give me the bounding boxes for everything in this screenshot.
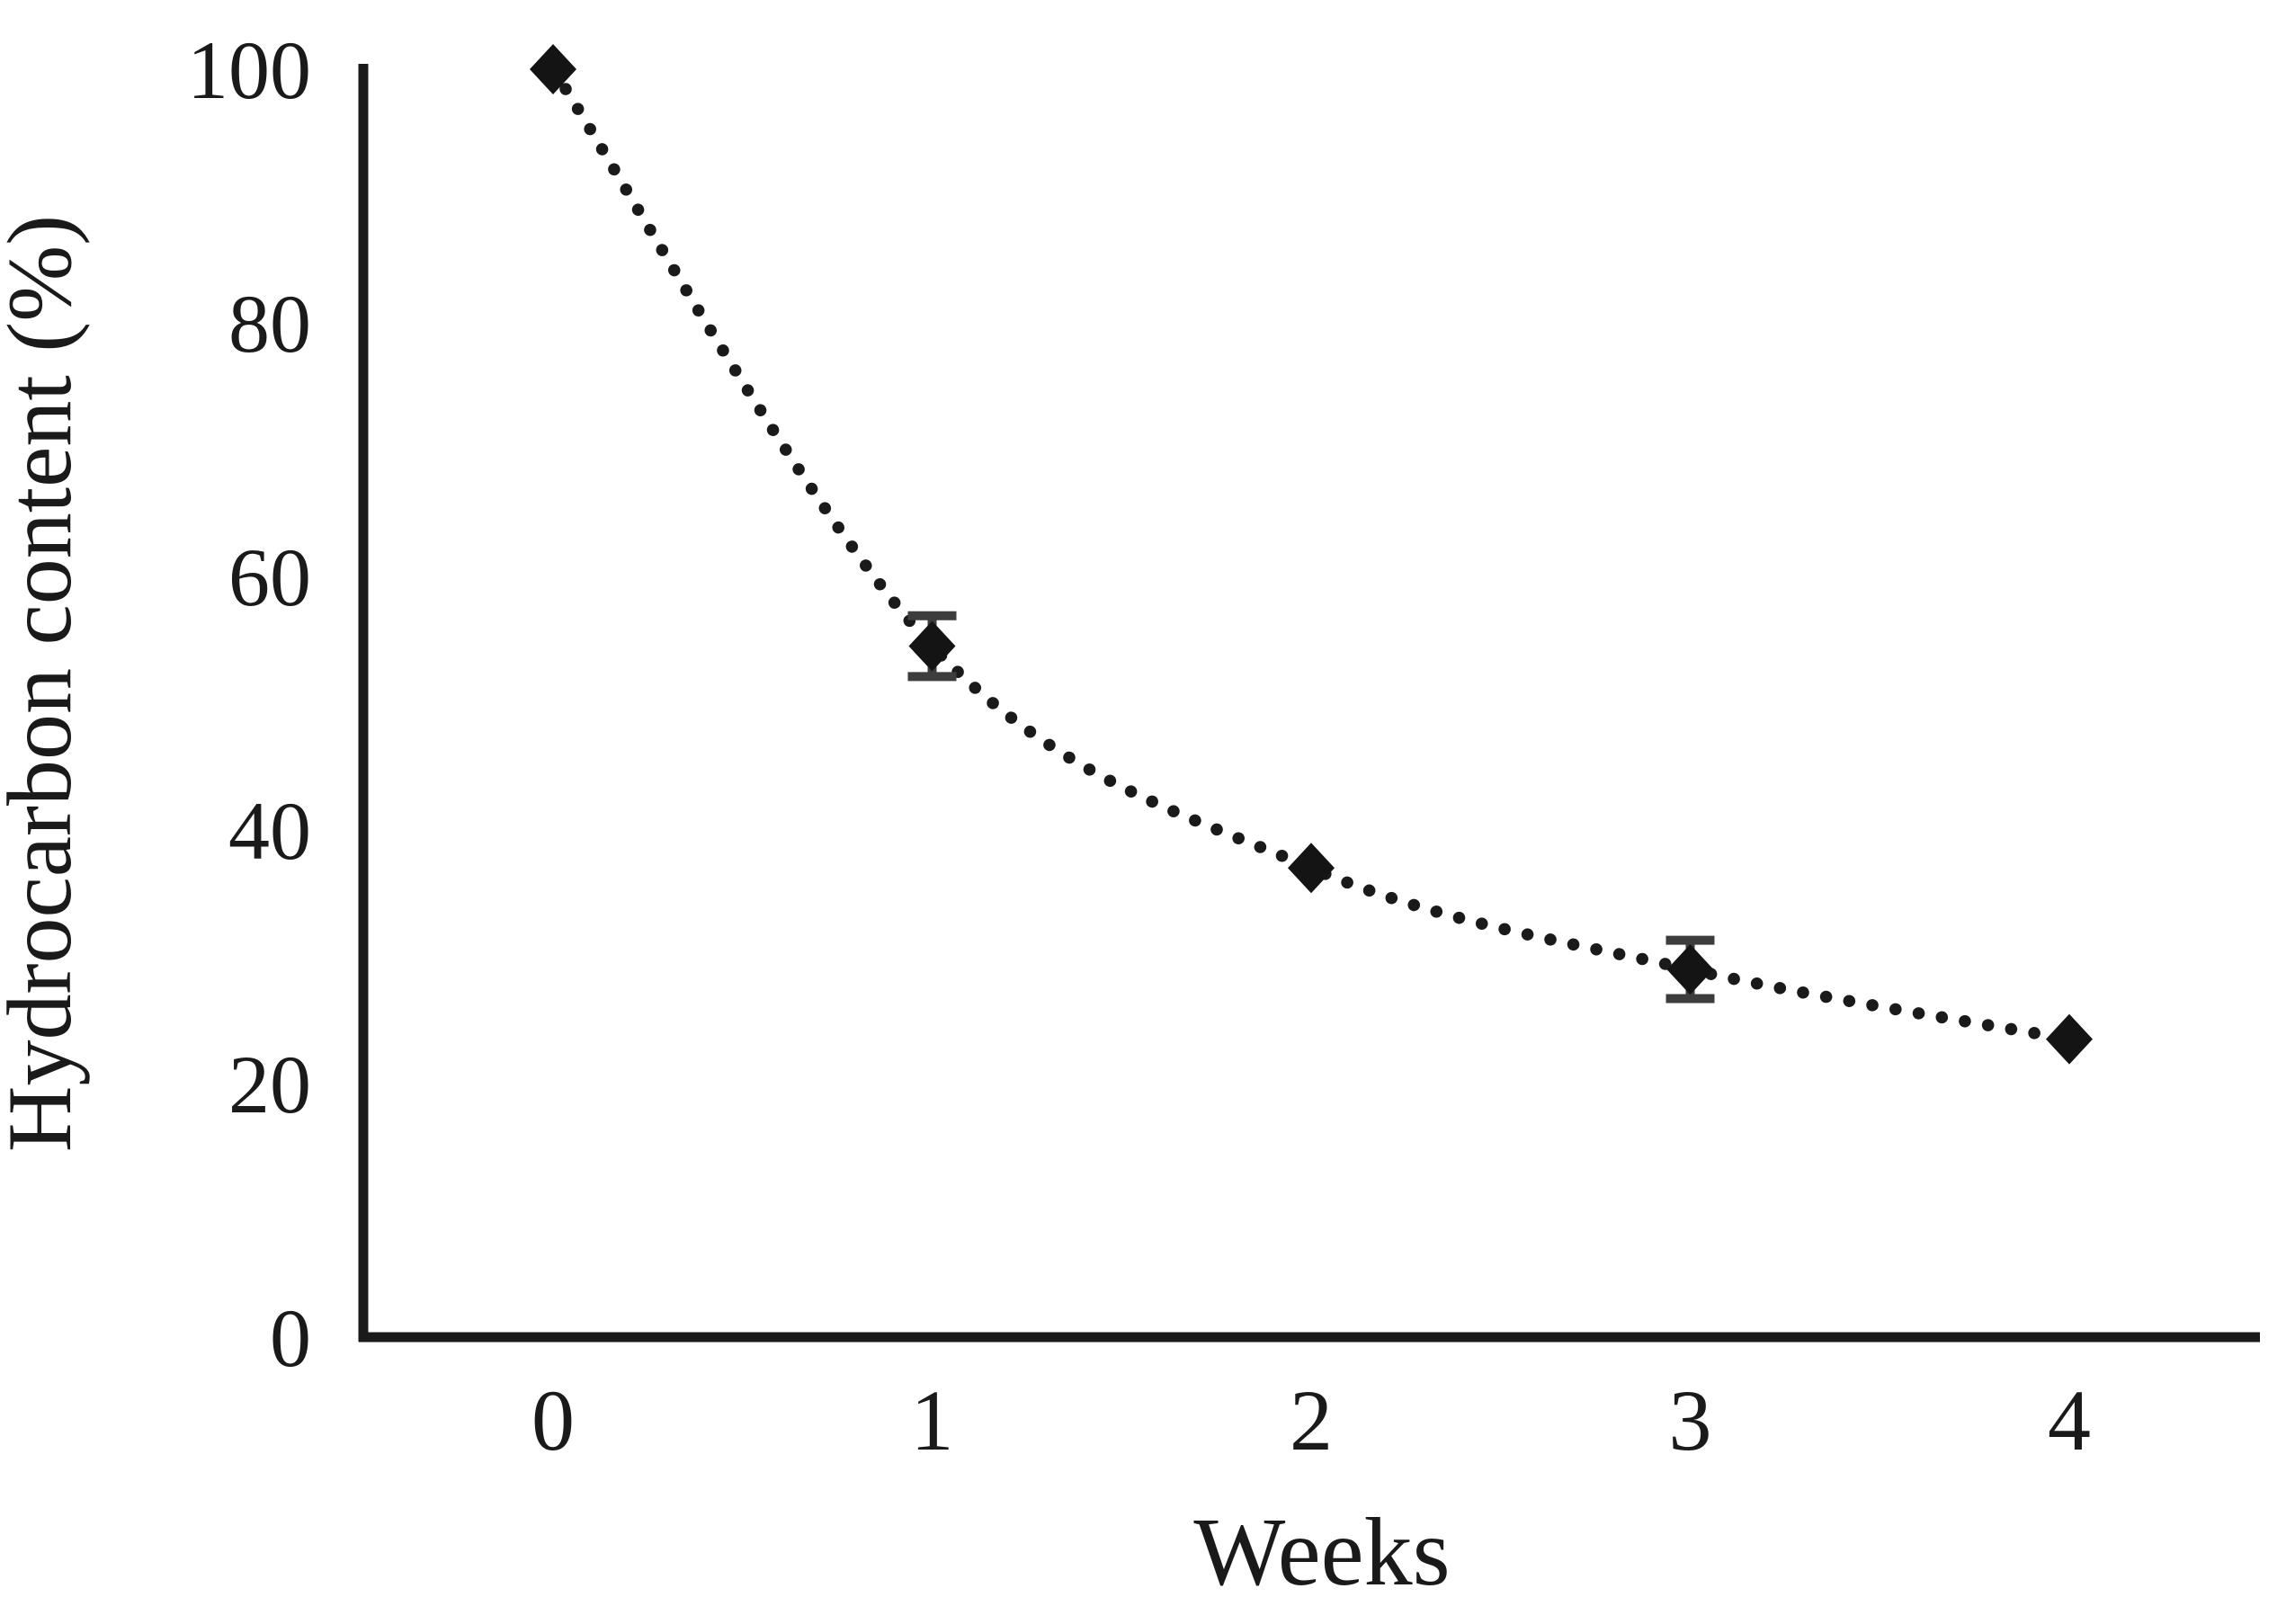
- data-point-markers-group: [530, 44, 2093, 1065]
- data-point-diamond-marker: [1288, 843, 1335, 894]
- x-tick-label: 0: [531, 1372, 575, 1468]
- y-tick-label: 40: [228, 785, 311, 877]
- x-axis-title: Weeks: [1193, 1499, 1450, 1606]
- data-series-line-group: [547, 63, 2076, 1046]
- data-series-dotted-line: [547, 63, 2076, 1046]
- x-tick-label: 4: [2048, 1372, 2091, 1468]
- x-tick-label: 3: [1669, 1372, 1712, 1468]
- data-point-diamond-marker: [1666, 944, 1714, 995]
- data-point-diamond-marker: [2046, 1013, 2093, 1065]
- y-tick-label: 80: [228, 278, 311, 370]
- error-bars-group: [907, 611, 1715, 1004]
- data-point-diamond-marker: [530, 44, 576, 94]
- data-point-diamond-marker: [908, 620, 956, 672]
- x-tick-label: 2: [1290, 1372, 1333, 1468]
- y-axis-tick-labels: 0 20 40 60 80 100: [187, 24, 311, 1384]
- y-tick-label: 0: [270, 1292, 311, 1384]
- y-tick-label: 20: [228, 1039, 311, 1130]
- x-tick-label: 1: [911, 1372, 954, 1468]
- x-axis-tick-labels: 0 1 2 3 4: [531, 1372, 2091, 1468]
- y-axis-title: Hydrocarbon content (%): [0, 215, 91, 1152]
- y-tick-label: 100: [187, 24, 311, 116]
- y-tick-label: 60: [228, 531, 311, 623]
